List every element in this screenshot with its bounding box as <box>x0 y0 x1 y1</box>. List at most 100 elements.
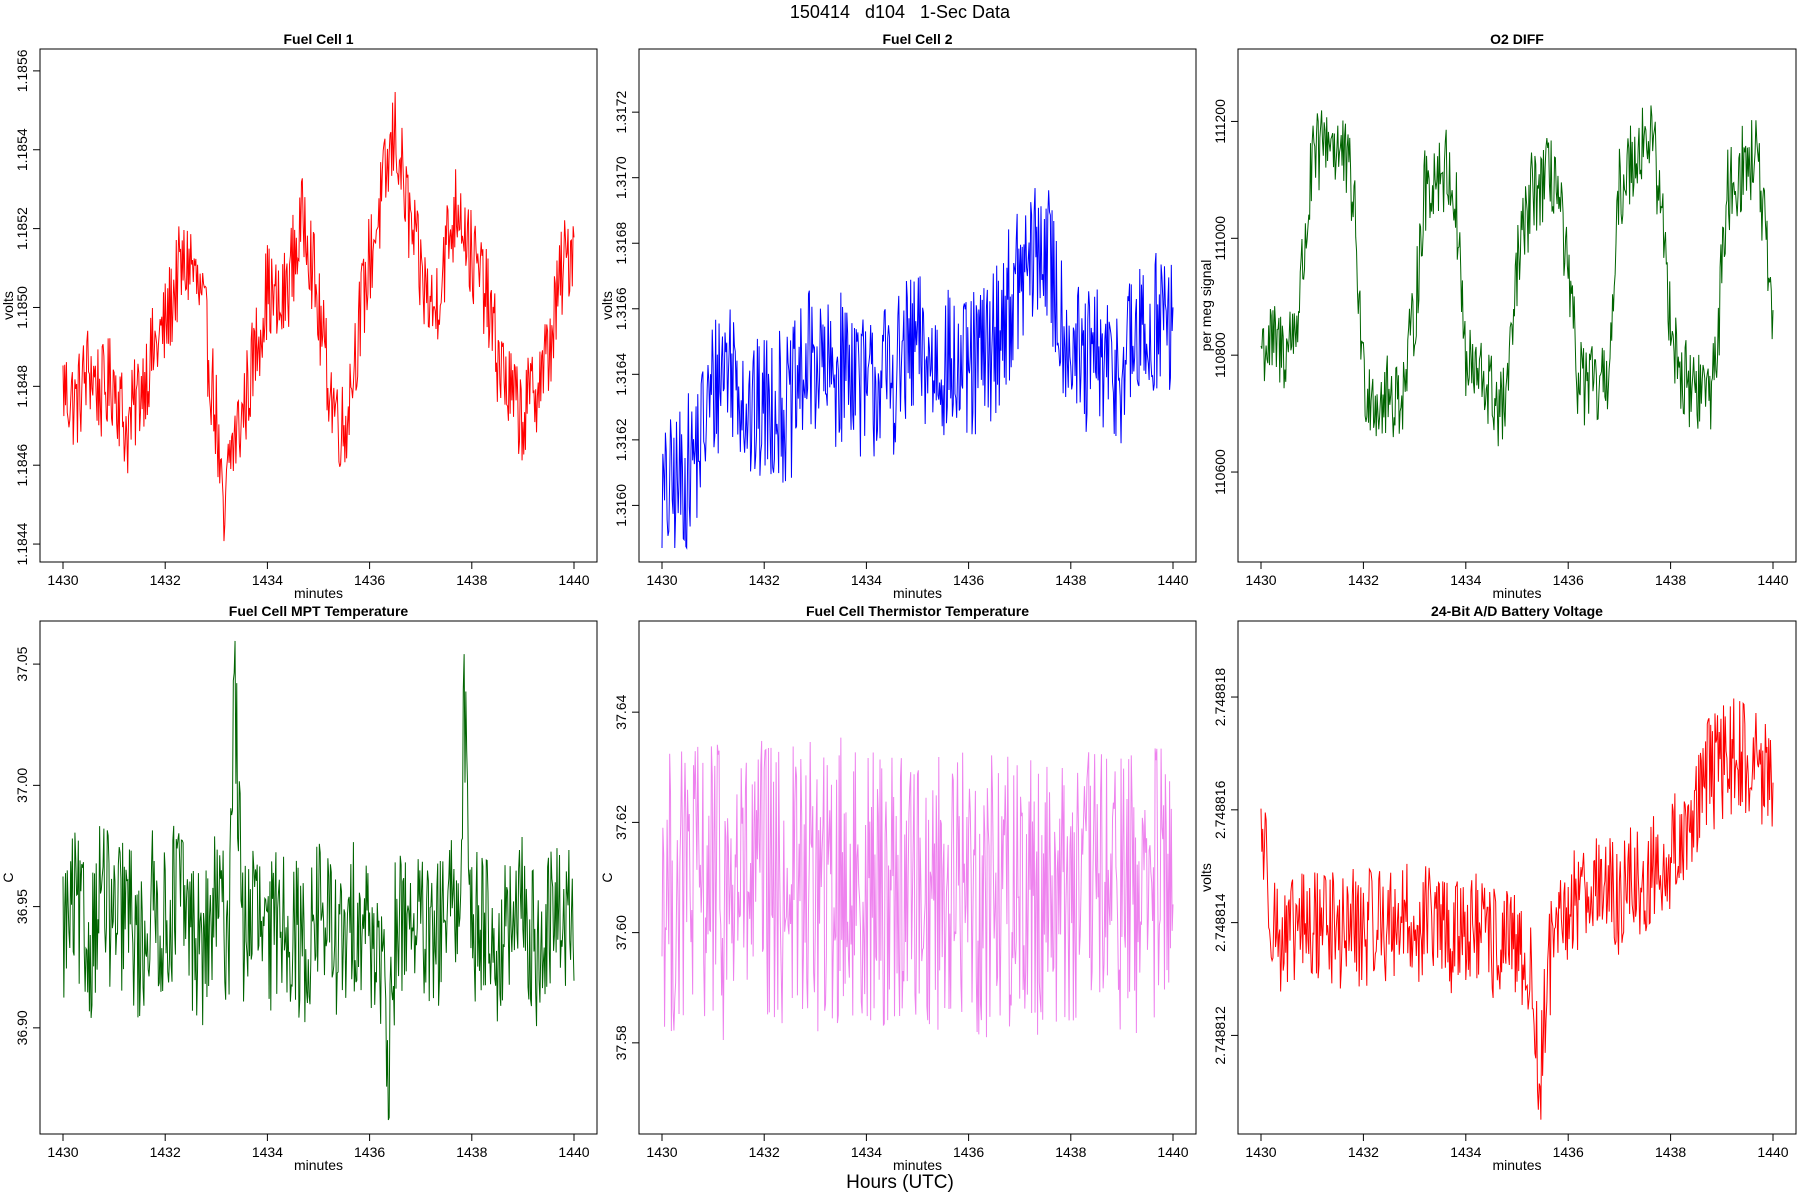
y-tick-label: 1.1844 <box>14 522 30 565</box>
x-axis-label: minutes <box>1492 585 1541 601</box>
x-tick-label: 1432 <box>749 1144 780 1160</box>
x-tick-label: 1440 <box>1157 572 1188 588</box>
x-tick-label: 1430 <box>47 572 78 588</box>
x-axis-label: minutes <box>294 1157 343 1173</box>
y-tick-label: 111000 <box>1212 216 1228 261</box>
y-tick-label: 1.1852 <box>14 207 30 250</box>
y-tick-label: 37.64 <box>613 694 629 729</box>
x-tick-label: 1430 <box>646 572 677 588</box>
x-tick-label: 1430 <box>47 1144 78 1160</box>
y-tick-label: 1.1854 <box>14 128 30 171</box>
panel-3: O2 DIFF 1430 1432 1434 1436 1438 1440 minutes 11… <box>1198 31 1797 601</box>
x-tick-label: 1440 <box>1157 1144 1188 1160</box>
x-tick-label: 1436 <box>953 572 984 588</box>
y-axis-label: C <box>0 872 16 882</box>
x-tick-label: 1432 <box>1348 1144 1379 1160</box>
x-tick-label: 1430 <box>646 1144 677 1160</box>
plot-frame <box>1237 620 1797 1135</box>
x-axis-label: minutes <box>893 585 942 601</box>
y-axis: 2.748812 2.748814 2.748816 2.748818 volts <box>1198 668 1239 1065</box>
y-axis: 110600 110800 111000 111200 per meg signal <box>1198 99 1239 495</box>
x-tick-label: 1430 <box>1245 1144 1276 1160</box>
x-tick-label: 1438 <box>1055 1144 1086 1160</box>
series-line <box>1260 105 1774 447</box>
y-tick-label: 37.60 <box>613 915 629 950</box>
x-tick-label: 1436 <box>354 572 385 588</box>
x-tick-label: 1436 <box>1553 572 1584 588</box>
y-axis-label: volts <box>0 291 16 320</box>
series-line <box>661 188 1174 550</box>
x-tick-label: 1438 <box>1655 572 1686 588</box>
x-axis: 1430 1432 1434 1436 1438 1440 minutes <box>646 1133 1189 1173</box>
y-tick-label: 111200 <box>1212 99 1228 144</box>
y-tick-label: 2.748814 <box>1212 893 1228 952</box>
y-axis-label: per meg signal <box>1198 260 1214 352</box>
figure-title: 150414 d104 1-Sec Data <box>789 2 1011 22</box>
series-line <box>62 640 575 1121</box>
panel-2: Fuel Cell 2 1430 1432 1434 1436 1438 1440 minut… <box>599 31 1197 601</box>
y-tick-label: 37.58 <box>613 1025 629 1060</box>
x-tick-label: 1432 <box>749 572 780 588</box>
x-axis: 1430 1432 1434 1436 1438 1440 minutes <box>47 561 590 601</box>
y-tick-label: 1.1848 <box>14 365 30 408</box>
y-tick-label: 37.62 <box>613 805 629 840</box>
panel-1: Fuel Cell 1 1430 1432 1434 1436 1438 1440 minut… <box>0 31 598 601</box>
x-tick-label: 1434 <box>851 572 882 588</box>
y-tick-label: 1.3162 <box>613 418 629 461</box>
x-tick-label: 1436 <box>953 1144 984 1160</box>
panel-title: Fuel Cell Thermistor Temperature <box>806 603 1029 619</box>
panel-4: Fuel Cell MPT Temperature 1430 1432 1434 143… <box>0 603 598 1173</box>
panel-title: Fuel Cell 1 <box>283 31 353 47</box>
y-tick-label: 36.95 <box>14 889 30 924</box>
x-tick-label: 1440 <box>558 572 589 588</box>
series-line <box>1260 698 1774 1120</box>
y-tick-label: 1.3166 <box>613 287 629 330</box>
x-axis-caption: Hours (UTC) <box>846 1172 954 1193</box>
x-tick-label: 1430 <box>1245 572 1276 588</box>
panel-title: O2 DIFF <box>1490 31 1544 47</box>
y-axis: 1.1844 1.1846 1.1848 1.1850 1.1852 1.1854 1.18… <box>0 49 41 565</box>
x-tick-label: 1438 <box>456 1144 487 1160</box>
x-tick-label: 1432 <box>150 1144 181 1160</box>
y-tick-label: 36.90 <box>14 1010 30 1045</box>
y-tick-label: 1.3164 <box>613 353 629 396</box>
x-axis: 1430 1432 1434 1436 1438 1440 minutes <box>1245 1133 1789 1173</box>
panel-title: Fuel Cell MPT Temperature <box>229 603 409 619</box>
y-axis: 37.58 37.60 37.62 37.64 C <box>599 694 640 1060</box>
x-tick-label: 1438 <box>1655 1144 1686 1160</box>
x-tick-label: 1434 <box>851 1144 882 1160</box>
y-tick-label: 37.05 <box>14 646 30 681</box>
x-tick-label: 1440 <box>558 1144 589 1160</box>
x-tick-label: 1438 <box>1055 572 1086 588</box>
series-line <box>62 91 575 542</box>
x-tick-label: 1432 <box>1348 572 1379 588</box>
y-tick-label: 1.1846 <box>14 444 30 487</box>
x-tick-label: 1436 <box>354 1144 385 1160</box>
y-axis: 1.3160 1.3162 1.3164 1.3166 1.3168 1.3170 1.31… <box>599 91 640 527</box>
x-tick-label: 1432 <box>150 572 181 588</box>
y-tick-label: 1.3160 <box>613 484 629 527</box>
y-axis-label: C <box>599 872 615 882</box>
y-tick-label: 1.3170 <box>613 156 629 199</box>
panel-title: 24-Bit A/D Battery Voltage <box>1431 603 1603 619</box>
x-tick-label: 1434 <box>1450 572 1481 588</box>
y-tick-label: 2.748816 <box>1212 780 1228 839</box>
x-tick-label: 1434 <box>252 1144 283 1160</box>
x-axis: 1430 1432 1434 1436 1438 1440 minutes <box>1245 561 1789 601</box>
y-axis-label: volts <box>599 291 615 320</box>
y-tick-label: 2.748812 <box>1212 1006 1228 1065</box>
x-tick-label: 1440 <box>1757 572 1788 588</box>
panel-5: Fuel Cell Thermistor Temperature 1430 1432… <box>599 603 1197 1173</box>
y-tick-label: 1.1850 <box>14 286 30 329</box>
x-axis: 1430 1432 1434 1436 1438 1440 minutes <box>646 561 1189 601</box>
x-tick-label: 1440 <box>1757 1144 1788 1160</box>
x-axis-label: minutes <box>1492 1157 1541 1173</box>
y-axis-label: volts <box>1198 863 1214 892</box>
y-tick-label: 110800 <box>1212 332 1228 378</box>
y-tick-label: 1.3172 <box>613 91 629 134</box>
x-axis-label: minutes <box>294 585 343 601</box>
x-axis-label: minutes <box>893 1157 942 1173</box>
x-tick-label: 1438 <box>456 572 487 588</box>
